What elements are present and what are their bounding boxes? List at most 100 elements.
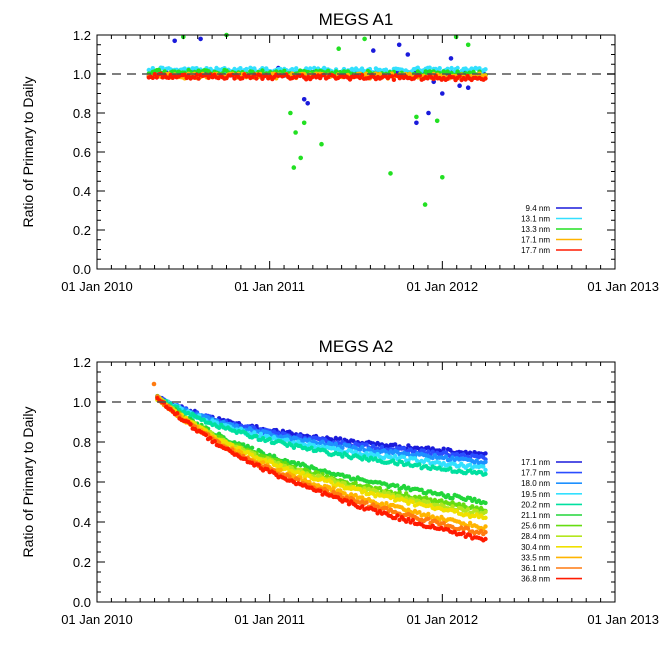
- series-36-8-nm: [155, 396, 488, 543]
- legend-label: 19.5 nm: [521, 490, 550, 499]
- outlier-point: [465, 42, 471, 48]
- data-point: [152, 72, 157, 77]
- data-point: [384, 501, 389, 506]
- outlier-point: [172, 38, 177, 44]
- legend-label: 33.5 nm: [521, 553, 550, 562]
- data-point: [285, 437, 290, 442]
- data-point: [449, 65, 454, 71]
- y-tick-label: 1.2: [73, 28, 91, 43]
- data-point: [423, 69, 428, 74]
- outlier-point: [426, 110, 431, 116]
- data-point: [254, 76, 259, 81]
- outlier-point: [405, 52, 411, 57]
- data-point: [364, 442, 369, 447]
- y-axis-label: Ratio of Primary to Daily: [20, 77, 36, 228]
- data-point: [406, 516, 411, 522]
- data-point: [256, 462, 261, 467]
- chart-title: MEGS A2: [319, 337, 394, 356]
- y-axis-label: Ratio of Primary to Daily: [20, 407, 36, 558]
- legend-label: 9.4 nm: [526, 204, 551, 213]
- data-point: [287, 474, 292, 479]
- data-point: [243, 456, 248, 462]
- data-point: [395, 513, 400, 518]
- data-point: [481, 464, 486, 469]
- legend-label: 17.1 nm: [521, 458, 550, 467]
- y-tick-label: 0.4: [73, 515, 91, 530]
- data-point: [410, 517, 415, 523]
- outlier-point: [414, 120, 419, 126]
- data-point: [467, 462, 473, 467]
- data-point: [353, 480, 358, 486]
- y-tick-label: 0.6: [73, 475, 91, 490]
- data-point: [308, 66, 313, 71]
- data-point: [203, 432, 209, 438]
- data-point: [483, 467, 488, 473]
- data-point: [373, 507, 378, 513]
- y-tick-label: 0.2: [73, 555, 91, 570]
- x-tick-label: 01 Jan 2012: [407, 612, 479, 627]
- data-point: [483, 471, 488, 477]
- data-point: [455, 65, 460, 71]
- data-point: [254, 433, 259, 439]
- data-point: [483, 451, 488, 456]
- data-point: [404, 491, 409, 496]
- chart-title: MEGS A1: [319, 10, 394, 29]
- data-point: [483, 536, 488, 542]
- data-point: [196, 76, 201, 81]
- data-point: [212, 439, 217, 444]
- data-point: [397, 490, 402, 495]
- data-point: [401, 454, 407, 460]
- x-tick-label: 01 Jan 2011: [234, 279, 305, 294]
- data-point: [244, 66, 249, 72]
- x-tick-label: 01 Jan 2013: [587, 279, 659, 294]
- outlier-point: [434, 118, 440, 124]
- data-point: [441, 446, 446, 451]
- data-point: [360, 504, 365, 509]
- data-point: [427, 65, 432, 70]
- megs-a2-panel: MEGS A2 Ratio of Primary to Daily 0.0 0.2 0.…: [20, 337, 659, 627]
- y-tick-label: 0.8: [73, 435, 91, 450]
- outlier-point: [440, 175, 445, 180]
- data-point: [296, 477, 301, 482]
- data-point: [232, 66, 237, 72]
- outlier-point: [198, 36, 203, 42]
- x-tick-label: 01 Jan 2010: [61, 612, 133, 627]
- y-tick-label: 1.0: [73, 67, 91, 82]
- data-point: [294, 66, 299, 71]
- y-tick-label: 0.8: [73, 106, 91, 121]
- x-tick-label: 01 Jan 2011: [234, 612, 305, 627]
- data-point: [338, 436, 343, 441]
- data-point: [389, 74, 395, 79]
- legend-label: 17.7 nm: [521, 469, 550, 478]
- data-point: [483, 524, 488, 529]
- outlier-point: [293, 130, 298, 135]
- outlier-point: [362, 36, 367, 42]
- legend-label: 21.1 nm: [521, 511, 550, 520]
- data-point: [465, 526, 471, 531]
- data-point: [483, 530, 488, 535]
- data-point: [208, 435, 213, 441]
- data-point: [426, 449, 431, 454]
- legend-label: 36.1 nm: [521, 564, 550, 573]
- data-point: [188, 422, 193, 427]
- outlier-point: [305, 101, 311, 106]
- outlier-point: [301, 120, 307, 126]
- data-point: [240, 76, 245, 81]
- data-point: [426, 458, 431, 463]
- legend-label: 20.2 nm: [521, 500, 550, 509]
- data-point: [362, 488, 367, 494]
- data-point: [393, 442, 398, 447]
- x-tick-label: 01 Jan 2010: [61, 279, 133, 294]
- legend-label: 17.7 nm: [521, 246, 550, 255]
- outlier-point: [414, 114, 419, 120]
- data-point: [278, 467, 283, 473]
- legend-label: 17.1 nm: [521, 236, 550, 245]
- legend-label: 25.6 nm: [521, 522, 550, 531]
- data-point: [467, 533, 473, 538]
- outlier-point: [422, 202, 428, 207]
- data-point: [260, 460, 266, 465]
- data-point: [421, 448, 426, 453]
- data-point: [232, 76, 237, 81]
- data-point: [410, 499, 415, 505]
